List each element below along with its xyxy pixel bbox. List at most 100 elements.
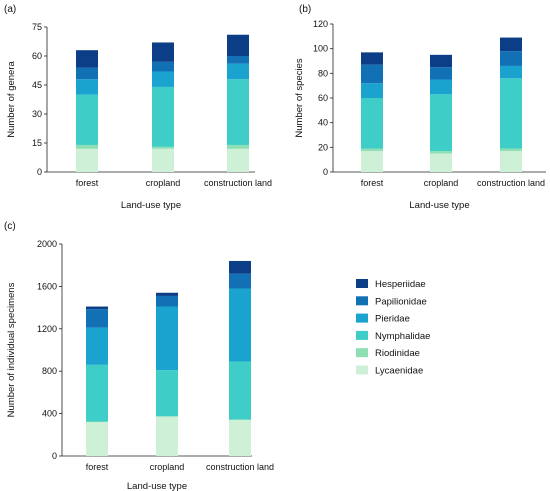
bar-segment-pieridae (430, 79, 452, 95)
y-tick-label: 75 (32, 22, 42, 32)
y-tick-label: 60 (32, 51, 42, 61)
x-axis-title: Land-use type (121, 200, 181, 211)
x-tick-label: construction land (204, 178, 272, 188)
bar-segment-riodinidae (152, 146, 174, 149)
bar-segment-papilionidae (229, 273, 251, 289)
legend-label-lycaenidae: Lycaenidae (375, 366, 423, 377)
bar-segment-hesperiidae (76, 50, 98, 68)
x-tick-label: forest (86, 462, 109, 472)
bar-segment-hesperiidae (156, 292, 178, 296)
bar-segment-lycaenidae (229, 419, 251, 456)
legend: Hesperiidae Papilionidae Pieridae Nymphalid… (356, 279, 430, 377)
x-tick-label: construction land (206, 462, 274, 472)
bar-segment-papilionidae (156, 295, 178, 307)
y-tick-label: 0 (323, 167, 328, 177)
y-tick-label: 15 (32, 138, 42, 148)
legend-swatch-riodinidae (356, 348, 368, 358)
bar-segment-nymphalidae (500, 78, 522, 149)
y-tick-label: 80 (318, 68, 328, 78)
bar-segment-nymphalidae (86, 364, 108, 422)
y-tick-label: 45 (32, 80, 42, 90)
legend-label-pieridae: Pieridae (375, 314, 410, 325)
bar-segment-lycaenidae (500, 151, 522, 172)
y-tick-label: 800 (42, 366, 57, 376)
bar-segment-papilionidae (430, 67, 452, 80)
y-tick-label: 100 (313, 44, 328, 54)
panel-b: (b) 0 20 40 60 80 100 120 Number of species Land-… (294, 4, 546, 211)
bar-segment-pieridae (76, 79, 98, 95)
panel-label: (a) (4, 4, 16, 15)
y-tick-label: 20 (318, 142, 328, 152)
y-tick-label: 120 (313, 19, 328, 29)
bar-segment-pieridae (152, 71, 174, 87)
legend-swatch-papilionidae (356, 296, 368, 306)
bar-segment-nymphalidae (361, 98, 383, 149)
bar-segment-hesperiidae (227, 34, 249, 56)
bar-segment-nymphalidae (229, 361, 251, 420)
bar-segment-lycaenidae (152, 148, 174, 172)
bar-segment-pieridae (229, 288, 251, 362)
bar-segment-hesperiidae (361, 52, 383, 65)
x-tick-label: cropland (146, 178, 181, 188)
bar-segment-riodinidae (430, 151, 452, 154)
bar-segment-papilionidae (500, 51, 522, 66)
bar-segment-hesperiidae (430, 54, 452, 68)
bar-segment-pieridae (361, 83, 383, 98)
y-tick-label: 30 (32, 109, 42, 119)
bar-segment-riodinidae (229, 419, 251, 420)
bar-segment-nymphalidae (156, 370, 178, 417)
bar-segment-hesperiidae (86, 306, 108, 310)
legend-label-nymphalidae: Nymphalidae (375, 331, 430, 342)
bar-segment-pieridae (500, 65, 522, 79)
bar-segment-nymphalidae (152, 86, 174, 147)
bar-segment-lycaenidae (227, 148, 249, 172)
bar-segment-lycaenidae (156, 416, 178, 456)
y-tick-label: 400 (42, 409, 57, 419)
bar-segment-riodinidae (86, 421, 108, 423)
x-tick-label: cropland (150, 462, 185, 472)
bar-segment-pieridae (156, 306, 178, 371)
legend-swatch-pieridae (356, 313, 368, 323)
bar-segment-lycaenidae (361, 151, 383, 172)
legend-swatch-lycaenidae (356, 365, 368, 375)
panel-label: (b) (299, 4, 311, 15)
bar-segment-nymphalidae (430, 94, 452, 152)
y-tick-label: 1200 (37, 324, 57, 334)
legend-label-papilionidae: Papilionidae (375, 296, 427, 307)
bar-segment-riodinidae (76, 144, 98, 149)
bar-segment-papilionidae (227, 56, 249, 64)
y-tick-label: 0 (37, 167, 42, 177)
y-tick-label: 40 (318, 118, 328, 128)
legend-label-hesperiidae: Hesperiidae (375, 279, 426, 290)
panel-a: (a) 0 15 30 45 60 75 Number of genera Land-use t… (4, 4, 272, 211)
y-tick-label: 2000 (37, 239, 57, 249)
panel-label: (c) (4, 221, 16, 232)
bar-segment-lycaenidae (430, 153, 452, 172)
bar-segment-lycaenidae (86, 422, 108, 456)
y-tick-label: 60 (318, 93, 328, 103)
bar-segment-nymphalidae (76, 94, 98, 145)
y-tick-label: 1600 (37, 281, 57, 291)
legend-label-riodinidae: Riodinidae (375, 348, 420, 359)
x-axis-title: Land-use type (127, 481, 187, 491)
y-tick-label: 0 (52, 451, 57, 461)
bar-segment-lycaenidae (76, 148, 98, 172)
y-axis-title: Number of species (294, 58, 305, 137)
bar-segment-nymphalidae (227, 79, 249, 145)
y-axis-title: Number of individual specimens (6, 282, 17, 417)
bar-segment-hesperiidae (229, 260, 251, 274)
legend-swatch-nymphalidae (356, 330, 368, 340)
bar-segment-papilionidae (152, 61, 174, 72)
panel-c: (c) 0 400 800 1200 1600 2000 Number of individu… (4, 221, 274, 491)
bar-segment-riodinidae (500, 148, 522, 152)
bar-segment-riodinidae (156, 416, 178, 417)
x-tick-label: construction land (477, 178, 545, 188)
bar-segment-papilionidae (86, 309, 108, 328)
bar-segment-riodinidae (227, 144, 249, 149)
y-axis-title: Number of genera (6, 61, 17, 138)
bar-segment-riodinidae (361, 148, 383, 152)
legend-swatch-hesperiidae (356, 279, 368, 288)
bar-segment-hesperiidae (500, 37, 522, 52)
x-tick-label: cropland (424, 178, 459, 188)
